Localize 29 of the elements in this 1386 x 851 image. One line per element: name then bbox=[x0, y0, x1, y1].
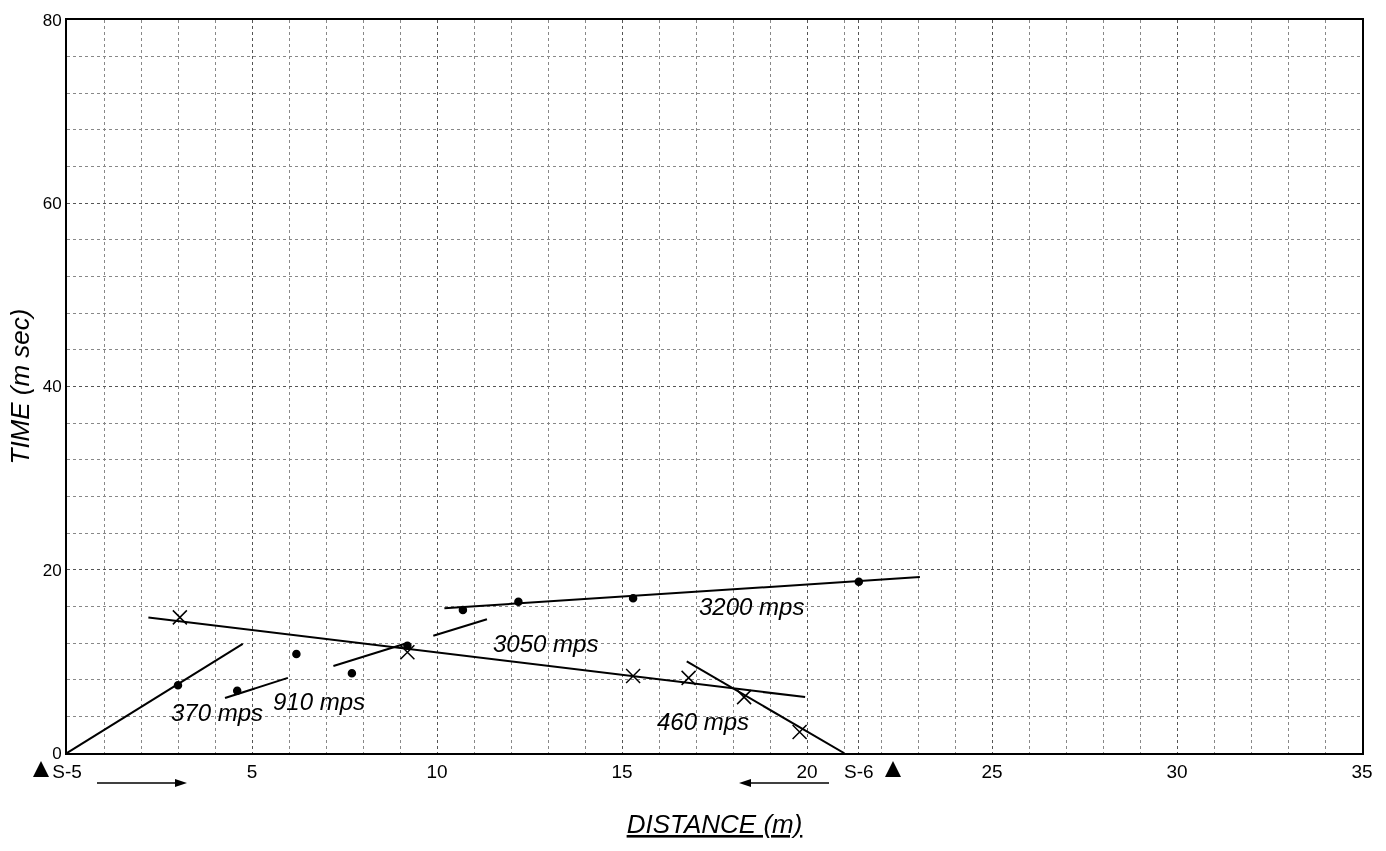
y-tick-label: 80 bbox=[42, 10, 62, 30]
x-axis-title: DISTANCE (m) bbox=[626, 809, 803, 839]
point bbox=[736, 689, 752, 705]
series-label: 3200 mps bbox=[699, 593, 805, 620]
y-tick-label: 20 bbox=[42, 560, 62, 580]
x-tick-label: S-5 bbox=[52, 760, 82, 782]
y-tick-label: 0 bbox=[52, 743, 62, 763]
y-tick-label: 60 bbox=[42, 194, 62, 214]
x-tick-label: 25 bbox=[981, 760, 1003, 782]
point bbox=[292, 649, 301, 659]
series-label: 460 mps bbox=[657, 708, 750, 735]
point bbox=[172, 609, 188, 626]
point bbox=[399, 644, 416, 660]
x-tick-label: 15 bbox=[611, 760, 633, 782]
y-axis-title: TIME (m sec) bbox=[4, 308, 35, 465]
point bbox=[791, 724, 808, 740]
x-tick-label: 20 bbox=[796, 760, 818, 782]
point bbox=[347, 669, 357, 678]
point bbox=[625, 668, 641, 684]
x-tick-label: S-6 bbox=[844, 760, 874, 782]
series-label: 910 mps bbox=[273, 688, 366, 715]
x-tick-label: 10 bbox=[426, 760, 448, 782]
series-label: 3050 mps bbox=[493, 630, 599, 657]
point bbox=[680, 670, 697, 686]
x-tick-label: 35 bbox=[1351, 760, 1373, 782]
series-label: 370 mps bbox=[171, 699, 264, 726]
y-tick-label: 40 bbox=[42, 377, 62, 397]
x-tick-label: 30 bbox=[1166, 760, 1188, 782]
x-tick-label: 5 bbox=[246, 760, 258, 782]
